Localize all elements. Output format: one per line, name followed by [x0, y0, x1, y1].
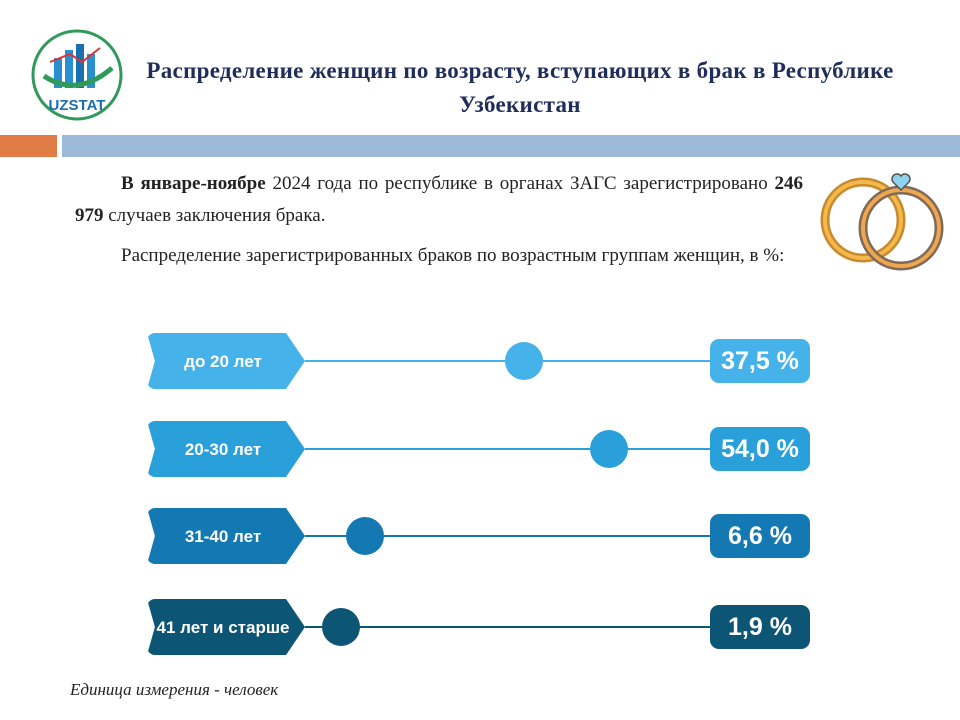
text-run: 246 979 — [75, 173, 803, 226]
paragraph: В январе-ноябре 2024 года по республике … — [75, 168, 803, 232]
title: Распределение женщин по возрасту, вступа… — [146, 58, 894, 117]
dot — [505, 342, 544, 380]
category-label: 41 лет и старше — [147, 599, 305, 655]
text-run: В январе-ноябре — [121, 173, 266, 194]
logo: UZSTAT — [31, 29, 123, 121]
note: Единица измерения - человек — [70, 680, 279, 699]
dot — [321, 608, 360, 646]
value-label: 54,0 % — [710, 427, 810, 471]
connector-line — [305, 626, 715, 628]
value-label: 1,9 % — [710, 605, 810, 649]
text-run: случаев заключения брака. — [103, 205, 326, 226]
rings-icon — [820, 173, 944, 271]
text-run: 2024 года по республике в органах ЗАГС з… — [265, 173, 775, 194]
accent-bar — [0, 135, 57, 157]
value-label: 6,6 % — [710, 514, 810, 558]
connector-line — [305, 535, 715, 537]
paragraph: Распределение зарегистрированных браков … — [75, 240, 803, 272]
connector-line — [305, 448, 715, 450]
text-block: В январе-ноябре 2024 года по республике … — [75, 168, 803, 280]
text-run: Распределение зарегистрированных браков … — [121, 245, 785, 266]
logo-text: UZSTAT — [49, 97, 106, 114]
dot — [345, 517, 384, 555]
category-label: 31-40 лет — [147, 508, 305, 564]
value-label: 37,5 % — [710, 339, 810, 383]
dot — [590, 430, 628, 468]
category-label: 20-30 лет — [147, 421, 305, 477]
header-bar — [62, 135, 960, 157]
category-label: до 20 лет — [147, 333, 305, 389]
